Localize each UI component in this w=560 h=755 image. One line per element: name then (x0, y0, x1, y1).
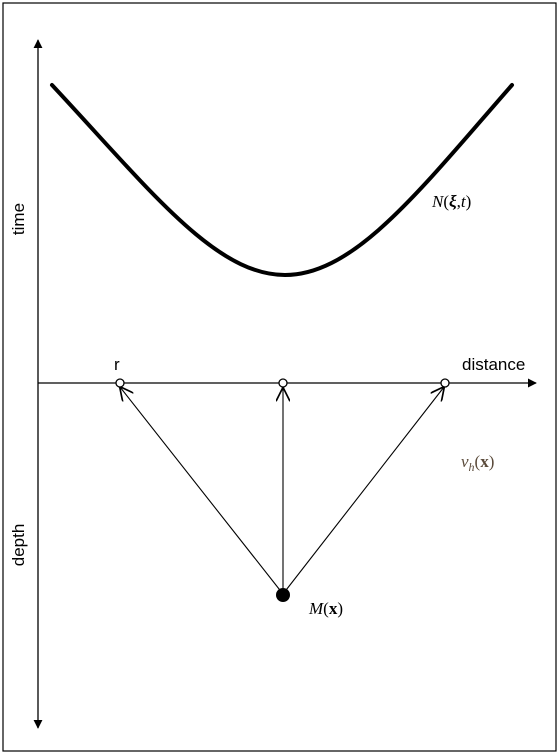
distance-axis-label: distance (462, 355, 525, 374)
curve-label: N(ξ,t) (431, 192, 471, 211)
source-point (276, 588, 290, 602)
receiver-center (278, 378, 288, 388)
receiver-right (440, 378, 450, 388)
depth-axis-label: depth (9, 524, 28, 567)
velocity-label: vh(x) (461, 452, 494, 474)
receiver-left (115, 378, 125, 388)
time-axis-label: time (9, 203, 28, 235)
ray-right (282, 387, 444, 595)
traveltime-curve (50, 83, 514, 278)
source-label: M(x) (308, 599, 343, 618)
ray-left (120, 387, 284, 595)
receiver-label: r (114, 355, 120, 374)
